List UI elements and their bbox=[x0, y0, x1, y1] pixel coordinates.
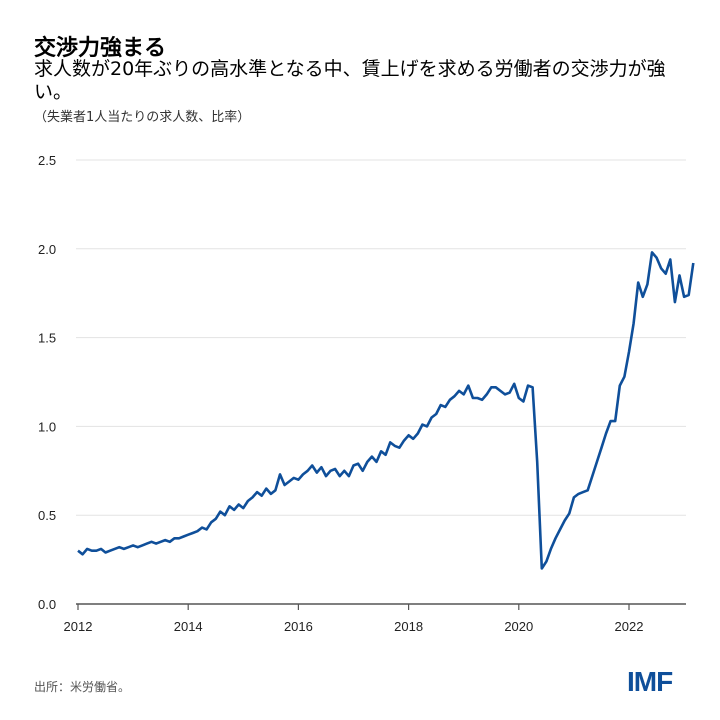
unit-note: （失業者1人当たりの求人数、比率） bbox=[34, 110, 251, 125]
imf-logo: IMF bbox=[627, 666, 673, 697]
series-line bbox=[77, 251, 695, 570]
y-tick-label: 0.5 bbox=[38, 508, 56, 523]
y-tick-label: 1.0 bbox=[38, 419, 56, 434]
x-tick-label: 2016 bbox=[284, 619, 313, 634]
y-tick-label: 1.5 bbox=[38, 331, 56, 346]
x-tick-label: 2020 bbox=[504, 619, 533, 634]
y-tick-label: 2.0 bbox=[38, 242, 56, 257]
x-tick-label: 2014 bbox=[174, 619, 203, 634]
x-tick-label: 2018 bbox=[394, 619, 423, 634]
x-tick-label: 2022 bbox=[615, 619, 644, 634]
x-tick-label: 2012 bbox=[64, 619, 93, 634]
y-tick-label: 2.5 bbox=[38, 153, 56, 168]
chart-title: 交渉力強まる bbox=[34, 36, 167, 61]
source-note: 出所：米労働省。 bbox=[34, 680, 131, 694]
chart-subtitle: 求人数が20年ぶりの高水準となる中、賃上げを求める労働者の交渉力が強い。 bbox=[34, 58, 666, 103]
y-tick-label: 0.0 bbox=[38, 597, 56, 612]
